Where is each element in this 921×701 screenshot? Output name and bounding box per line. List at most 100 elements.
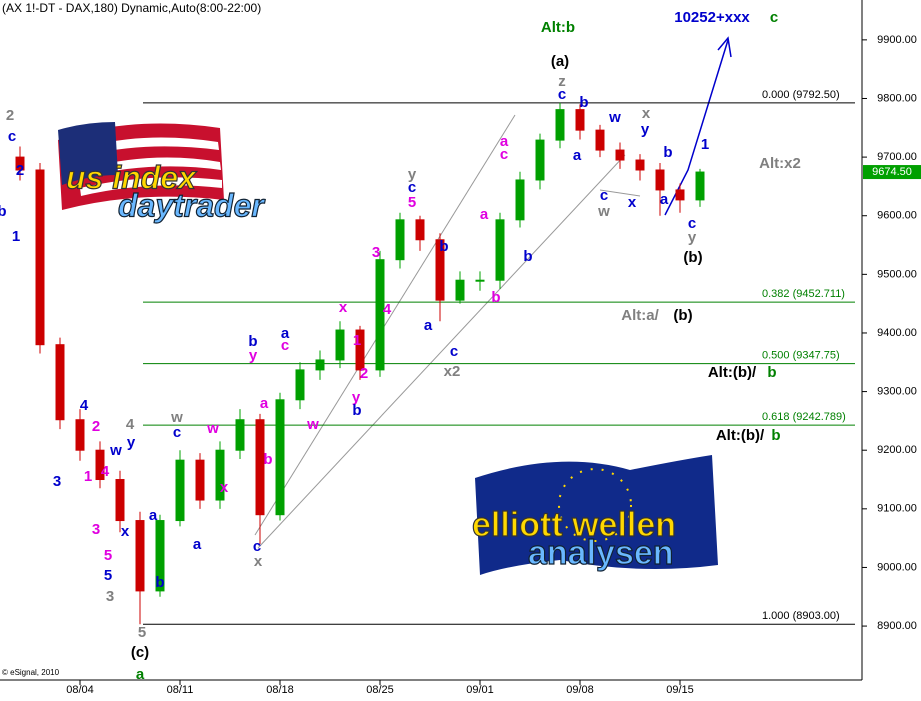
candle-body	[295, 369, 305, 401]
y-tick-label: 9700.00	[877, 151, 917, 163]
logo-us-flag	[58, 122, 224, 210]
y-tick-label: 9400.00	[877, 327, 917, 339]
wave-label: 2	[360, 365, 368, 382]
wave-label: y	[127, 434, 136, 451]
wave-label: w	[608, 109, 621, 126]
wave-label: w	[170, 409, 183, 426]
wave-label: 5	[408, 194, 416, 211]
wave-label: b	[491, 289, 500, 306]
wave-label: c	[281, 337, 289, 354]
wave-label: y	[408, 166, 417, 183]
wave-label: 3	[92, 521, 100, 538]
candle-body	[695, 171, 705, 201]
x-tick-label: 08/04	[66, 684, 94, 696]
wave-label: a	[480, 206, 489, 223]
candle-body	[475, 279, 485, 282]
candle-body	[175, 459, 185, 522]
candle-body	[55, 344, 65, 421]
chart-title: (AX 1!-DT - DAX,180) Dynamic,Auto(8:00-2…	[2, 1, 261, 15]
candle-body	[675, 189, 685, 201]
wave-label: w	[109, 442, 122, 459]
wave-label: 5	[104, 567, 112, 584]
wave-label: c	[173, 424, 181, 441]
wave-label: Alt:(b)/	[716, 427, 765, 444]
candle-body	[395, 219, 405, 261]
candle-body	[255, 419, 265, 516]
wave-label: y	[352, 389, 361, 406]
candle-body	[135, 520, 145, 592]
last-price-label: 9674.50	[872, 166, 912, 178]
wave-label: 1	[12, 228, 20, 245]
wave-label: x	[642, 105, 651, 122]
wave-label: a	[573, 147, 582, 164]
wave-label: c	[8, 128, 16, 145]
channel-lines	[254, 114, 641, 549]
candle-body	[75, 419, 85, 451]
candle-body	[515, 179, 525, 221]
wave-label: a	[260, 395, 269, 412]
wave-label: b	[663, 144, 672, 161]
wave-label: x	[628, 194, 637, 211]
logo-text: us index	[66, 159, 197, 195]
y-tick-label: 9300.00	[877, 385, 917, 397]
target-arrow	[664, 36, 732, 216]
y-tick-label: 9200.00	[877, 444, 917, 456]
candle-body	[555, 109, 565, 141]
y-tick-label: 9000.00	[877, 561, 917, 573]
fib-label: 0.382 (9452.711)	[762, 288, 845, 300]
wave-label: z	[558, 73, 566, 90]
wave-label: b	[0, 203, 7, 220]
wave-label: x	[254, 553, 263, 570]
candle-body	[15, 156, 25, 171]
wave-label: 4	[101, 463, 110, 480]
wave-label: y	[641, 121, 650, 138]
y-tick-label: 8900.00	[877, 620, 917, 632]
wave-label: 1	[353, 332, 361, 349]
fib-label: 0.618 (9242.789)	[762, 411, 846, 423]
candle-body	[615, 149, 625, 161]
wave-label: 4	[80, 397, 89, 414]
x-tick-label: 09/15	[666, 684, 694, 696]
wave-label: c	[688, 215, 696, 232]
fib-label: 0.500 (9347.75)	[762, 350, 840, 362]
wave-label: 5	[104, 547, 112, 564]
wave-label: c	[253, 538, 261, 555]
wave-label: (a)	[551, 53, 569, 70]
candle-body	[115, 479, 125, 522]
candle-body	[235, 419, 245, 451]
candle-body	[655, 169, 665, 191]
wave-label: 1	[701, 136, 709, 153]
wave-label: Alt:x2	[759, 155, 801, 172]
y-tick-label: 9800.00	[877, 92, 917, 104]
wave-label: b	[767, 364, 776, 381]
candle-body	[275, 399, 285, 516]
y-tick-label: 9600.00	[877, 210, 917, 222]
candle-body	[575, 109, 585, 131]
candle-body	[435, 239, 445, 301]
fib-label: 0.000 (9792.50)	[762, 89, 840, 101]
wave-label: 3	[372, 244, 380, 261]
logo-text: daytrader	[118, 187, 265, 223]
wave-label: b	[771, 427, 780, 444]
logo-eu-flag	[475, 455, 718, 575]
x-tick-label: 08/11	[167, 684, 194, 696]
wave-label: (b)	[683, 249, 702, 266]
wave-label: y	[688, 229, 697, 246]
candle-body	[455, 279, 465, 301]
y-tick-label: 9500.00	[877, 268, 917, 280]
x-tick-label: 09/08	[566, 684, 594, 696]
wave-label: a	[136, 666, 145, 683]
candle-body	[635, 159, 645, 171]
wave-label: x2	[444, 363, 461, 380]
wave-label: 2	[6, 107, 14, 124]
wave-label: w	[306, 416, 319, 433]
candle-body	[155, 520, 165, 592]
fib-label: 1.000 (8903.00)	[762, 610, 840, 622]
wave-label: c	[500, 146, 508, 163]
y-tick-label: 9900.00	[877, 34, 917, 46]
wave-label: 2	[16, 162, 24, 179]
wave-label: Alt:(b)/	[708, 364, 757, 381]
wave-label: b	[439, 238, 448, 255]
